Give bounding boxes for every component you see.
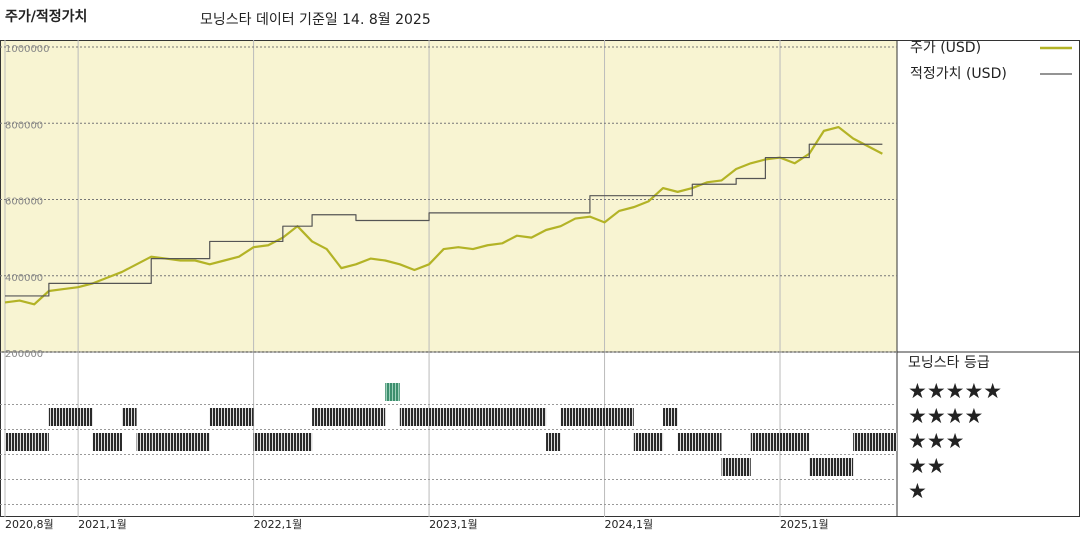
- chart-subtitle: 모닝스타 데이터 기준일 14. 8월 2025: [200, 12, 431, 28]
- rating-bar: [838, 458, 854, 476]
- rating-bar: [326, 408, 342, 426]
- rating-bar: [502, 408, 517, 426]
- legend-label: 적정가치 (USD): [910, 66, 1007, 82]
- legend-label: 주가 (USD): [910, 40, 981, 56]
- rating-bar: [882, 433, 897, 451]
- y-tick-label: 600000: [5, 197, 43, 208]
- y-tick-label: 200000: [5, 349, 43, 360]
- rating-bar: [443, 408, 459, 426]
- rating-bar: [546, 433, 561, 451]
- rating-bar: [429, 408, 444, 426]
- rating-bar: [355, 408, 371, 426]
- rating-bar: [780, 433, 795, 451]
- rating-bar: [385, 383, 400, 401]
- x-tick-label: 2024,1월: [605, 518, 654, 531]
- rating-bar: [560, 408, 576, 426]
- rating-bar: [370, 408, 386, 426]
- rating-level-label: ★★★: [908, 429, 964, 453]
- rating-bar: [706, 433, 722, 451]
- rating-bar: [312, 408, 327, 426]
- rating-bar: [107, 433, 122, 451]
- y-tick-label: 800000: [5, 120, 43, 131]
- rating-bar: [531, 408, 547, 426]
- rating-bar: [92, 433, 108, 451]
- x-tick-label: 2021,1월: [78, 518, 127, 531]
- rating-bar: [575, 408, 590, 426]
- chart-title: 주가/적정가치: [5, 8, 87, 25]
- y-tick-label: 1000000: [5, 44, 50, 55]
- x-tick-label: 2023,1월: [429, 518, 478, 531]
- rating-bar: [648, 433, 664, 451]
- rating-bar: [268, 433, 283, 451]
- rating-bar: [619, 408, 634, 426]
- x-tick-label: 2025,1월: [780, 518, 829, 531]
- price-panel: [0, 40, 897, 352]
- rating-bar: [867, 433, 883, 451]
- rating-bar: [677, 433, 693, 451]
- rating-level-label: ★★★★★: [908, 379, 1002, 403]
- rating-bar: [151, 433, 166, 451]
- series-line: [4, 125, 883, 306]
- rating-bar: [604, 408, 620, 426]
- rating-bar: [633, 433, 649, 451]
- rating-bar: [458, 408, 473, 426]
- rating-bar: [19, 433, 35, 451]
- rating-bar: [414, 408, 430, 426]
- rating-bar: [341, 408, 356, 426]
- rating-bar: [765, 433, 781, 451]
- rating-bar: [180, 433, 196, 451]
- x-tick-label: 2020,8월: [5, 518, 54, 531]
- rating-level-label: ★★: [908, 454, 946, 478]
- rating-bar: [516, 408, 532, 426]
- rating-bar: [48, 408, 64, 426]
- x-tick-label: 2022,1월: [254, 518, 303, 531]
- rating-bar: [589, 408, 605, 426]
- rating-bar: [823, 458, 839, 476]
- rating-bar: [195, 433, 210, 451]
- rating-bar: [136, 433, 152, 451]
- rating-bar: [63, 408, 79, 426]
- rating-bar: [853, 433, 868, 451]
- rating-bar: [721, 458, 737, 476]
- rating-bar: [297, 433, 313, 451]
- rating-bar: [692, 433, 707, 451]
- rating-bar: [794, 433, 810, 451]
- rating-bar: [750, 433, 766, 451]
- rating-level-label: ★: [908, 479, 927, 503]
- rating-level-label: ★★★★: [908, 404, 983, 428]
- y-tick-label: 400000: [5, 273, 43, 284]
- rating-bar: [121, 408, 137, 426]
- rating-bar: [238, 408, 254, 426]
- rating-bar: [209, 408, 225, 426]
- rating-bar: [399, 408, 415, 426]
- rating-bar: [663, 408, 678, 426]
- rating-bar: [165, 433, 181, 451]
- series-line: [5, 143, 883, 297]
- rating-bar: [224, 408, 239, 426]
- rating-bar: [809, 458, 824, 476]
- rating-bar: [472, 408, 488, 426]
- rating-bar: [282, 433, 298, 451]
- ratings-title: 모닝스타 등급: [908, 355, 990, 371]
- rating-bar: [253, 433, 269, 451]
- rating-bar: [736, 458, 751, 476]
- rating-bar: [78, 408, 93, 426]
- rating-bar: [34, 433, 49, 451]
- rating-bar: [487, 408, 503, 426]
- rating-bar: [5, 433, 20, 451]
